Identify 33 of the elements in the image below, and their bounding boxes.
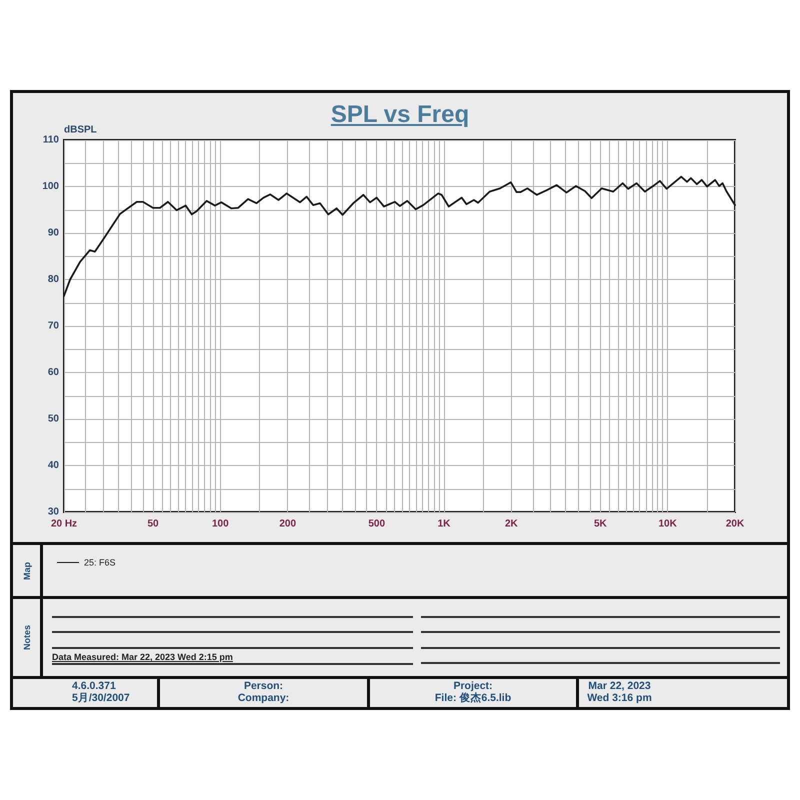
y-tick-label: 110 [42,134,60,146]
x-tick-label: 200 [279,518,296,530]
y-tick-label: 30 [48,506,60,518]
text: 5月/30/2007 [72,692,130,704]
y-axis-title: dBSPL [64,124,97,136]
x-tick-label: 5K [594,518,608,530]
chart-title: SPL vs Freq [330,101,470,128]
text: Map [22,562,32,580]
y-tick-label: 100 [42,181,60,192]
x-tick-label: 1K [438,518,452,530]
text: Wed 3:16 pm [587,692,652,704]
x-tick-label: 500 [368,518,386,530]
x-tick-label: 2K [504,518,518,530]
text: 4.6.0.371 [72,680,116,692]
text: Notes [22,624,32,650]
x-tick-label: 10K [658,518,678,530]
legend-label: 25: F6S [84,558,116,568]
text: Person: [244,680,284,692]
text: Project: [453,680,493,692]
x-tick-label: 20K [726,518,745,530]
y-tick-label: 50 [48,414,60,424]
x-tick-label: 50 [147,518,160,530]
text: Mar 22, 2023 [588,680,651,692]
y-tick-label: 40 [48,460,60,471]
text: File: 俊杰6.5.lib [434,692,512,704]
text: Data Measured: Mar 22, 2023 Wed 2:15 pm [52,652,233,663]
text: Company: [238,692,290,704]
y-tick-label: 70 [48,320,60,332]
x-tick-label: 100 [212,518,230,530]
y-tick-label: 80 [48,274,60,285]
y-tick-label: 60 [48,367,60,378]
x-tick-label: 20 Hz [50,518,78,530]
y-tick-label: 90 [48,228,60,238]
